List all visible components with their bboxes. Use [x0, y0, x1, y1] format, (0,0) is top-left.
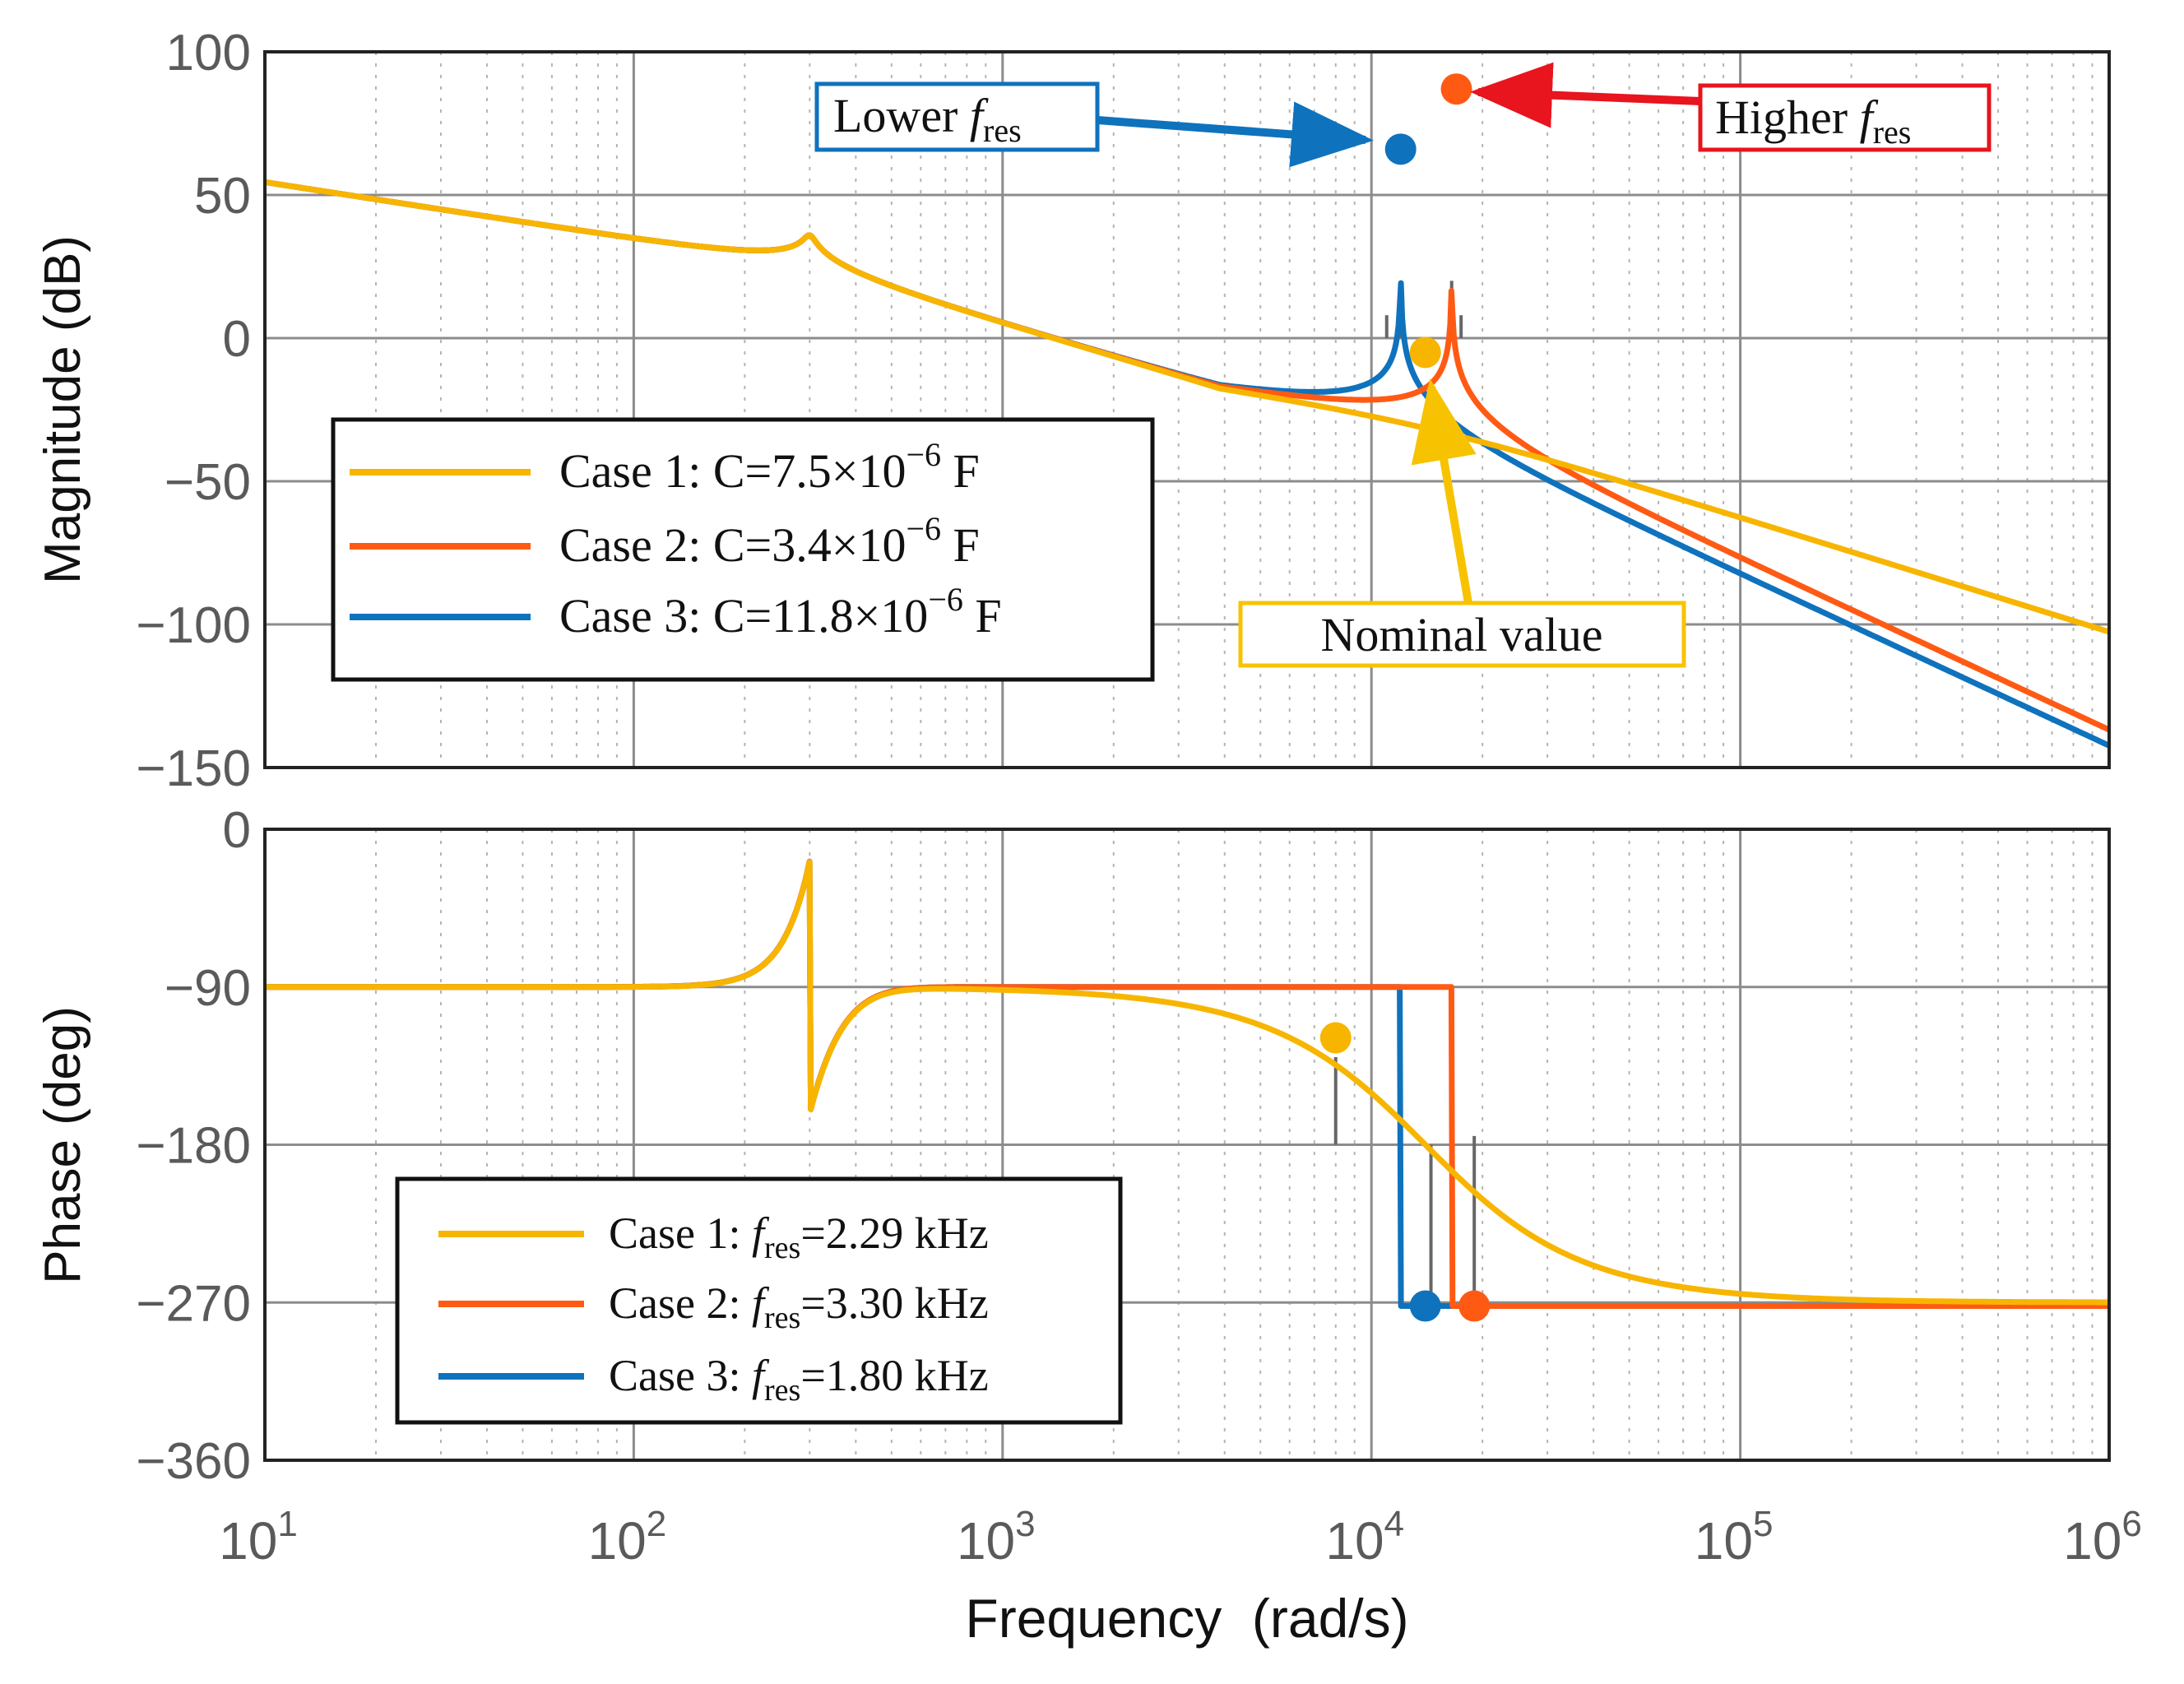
- magnitude-series-case1: [265, 179, 2109, 635]
- magnitude-marker-case2: [1440, 73, 1472, 105]
- phase-x-tick-labels: 101 102 103 104 105 106: [219, 1504, 2142, 1570]
- phase-legend-label-case3: Case 3: fres=1.80 kHz: [609, 1351, 989, 1408]
- higher-fres-callout: Higher fres: [1470, 62, 1992, 152]
- magnitude-legend-label-case3: Case 3: C=11.8×10−6 F: [559, 581, 1002, 643]
- phase-axes-frame: [263, 828, 2111, 1462]
- magnitude-legend: Case 1: C=7.5×10−6 F Case 2: C=3.4×10−6 …: [331, 417, 1155, 682]
- magnitude-y-tick-label: −150: [136, 740, 251, 797]
- x-axis-label: Frequency (rad/s): [965, 1588, 1408, 1649]
- phase-panel: 0 −90 −180 −270 −360 101 102 103 104 105 106 Phas…: [35, 802, 2142, 1649]
- lower-fres-callout: Lower fres: [814, 81, 1374, 168]
- x-tick-label: 102: [588, 1504, 667, 1570]
- magnitude-y-axis-label: Magnitude (dB): [35, 235, 91, 584]
- x-tick-label: 106: [2063, 1504, 2142, 1570]
- magnitude-y-tick-label: 0: [223, 311, 251, 368]
- magnitude-markers: [1384, 73, 1472, 369]
- phase-stems: [1333, 1056, 1477, 1303]
- magnitude-legend-label-case1: Case 1: C=7.5×10−6 F: [559, 436, 980, 498]
- magnitude-y-tick-label: −100: [136, 597, 251, 654]
- phase-y-tick-label: −180: [136, 1118, 251, 1175]
- x-tick-label: 103: [957, 1504, 1036, 1570]
- phase-y-tick-label: 0: [223, 802, 251, 859]
- nominal-value-arrow: [1411, 378, 1477, 604]
- phase-marker-case1: [1319, 1022, 1352, 1054]
- phase-y-tick-label: −270: [136, 1275, 251, 1332]
- higher-fres-label: Higher fres: [1715, 90, 1911, 151]
- phase-y-axis-label: Phase (deg): [35, 1006, 91, 1284]
- nominal-value-box: [1238, 601, 1686, 668]
- magnitude-axes-frame: [263, 50, 2111, 769]
- magnitude-panel: 100 50 0 −50 −100 −150 Magnitude (dB) Lower f…: [35, 25, 2111, 797]
- phase-y-tick-label: −360: [136, 1433, 251, 1490]
- x-tick-label: 101: [219, 1504, 298, 1570]
- x-tick-label: 104: [1325, 1504, 1404, 1570]
- phase-legend-label-case2: Case 2: fres=3.30 kHz: [609, 1278, 989, 1335]
- lower-fres-box: [814, 81, 1100, 152]
- lower-fres-arrow: [1097, 101, 1374, 168]
- phase-legend: Case 1: fres=2.29 kHz Case 2: fres=3.30 …: [395, 1176, 1123, 1425]
- magnitude-y-tick-label: 100: [166, 25, 251, 81]
- magnitude-marker-case1: [1409, 336, 1441, 369]
- magnitude-marker-case3: [1384, 133, 1417, 165]
- magnitude-curves: [265, 179, 2109, 749]
- phase-legend-label-case1: Case 1: fres=2.29 kHz: [609, 1208, 989, 1265]
- phase-y-tick-labels: 0 −90 −180 −270 −360: [136, 802, 251, 1490]
- phase-marker-case3: [1409, 1290, 1441, 1322]
- higher-fres-box: [1698, 83, 1992, 152]
- nominal-value-callout: Nominal value: [1238, 378, 1686, 668]
- x-tick-label: 105: [1695, 1504, 1774, 1570]
- magnitude-legend-label-case2: Case 2: C=3.4×10−6 F: [559, 510, 980, 572]
- phase-marker-case2: [1458, 1290, 1491, 1322]
- phase-markers: [1319, 1022, 1491, 1322]
- magnitude-y-tick-labels: 100 50 0 −50 −100 −150: [136, 25, 251, 797]
- magnitude-y-tick-label: 50: [194, 168, 251, 225]
- phase-curves: [265, 858, 2109, 1309]
- phase-y-tick-label: −90: [165, 960, 251, 1017]
- higher-fres-arrow: [1470, 62, 1701, 128]
- phase-series-case1: [265, 859, 2109, 1306]
- magnitude-y-tick-label: −50: [165, 454, 251, 511]
- nominal-value-label: Nominal value: [1320, 608, 1602, 661]
